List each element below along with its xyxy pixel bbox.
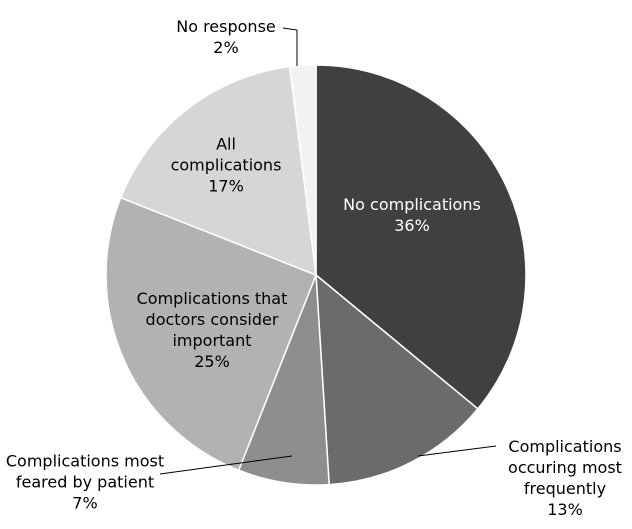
category-label: No complications: [343, 195, 481, 214]
leader-line: [417, 445, 497, 457]
slice-label: Complications occuring most frequently 13…: [493, 436, 632, 520]
pie-slice: [105, 196, 317, 472]
value-label: 2%: [213, 38, 239, 57]
pie-slice: [119, 65, 317, 277]
value-label: 13%: [547, 500, 583, 519]
slice-label: All complications 17%: [161, 134, 291, 197]
slice-label: Complications that doctors consider impo…: [117, 288, 307, 372]
value-label: 17%: [208, 176, 244, 196]
category-label: Complications most feared by patient: [5, 451, 165, 492]
category-label: No response: [176, 17, 276, 36]
value-label: 36%: [394, 216, 430, 235]
pie-slice: [288, 64, 317, 276]
slice-label: No complications 36%: [342, 194, 482, 236]
slice-label: No response 2%: [156, 16, 296, 58]
slice-label: Complications most feared by patient 7%: [5, 451, 165, 514]
value-label: 7%: [72, 493, 98, 513]
pie-slice: [315, 64, 527, 410]
category-label: Complications occuring most frequently: [508, 437, 622, 498]
category-label: Complications that doctors consider impo…: [136, 289, 288, 350]
pie-slice: [315, 273, 479, 486]
leader-line: [282, 27, 298, 66]
leader-line: [159, 455, 293, 475]
category-label: All complications: [170, 134, 282, 175]
value-label: 25%: [194, 352, 230, 371]
